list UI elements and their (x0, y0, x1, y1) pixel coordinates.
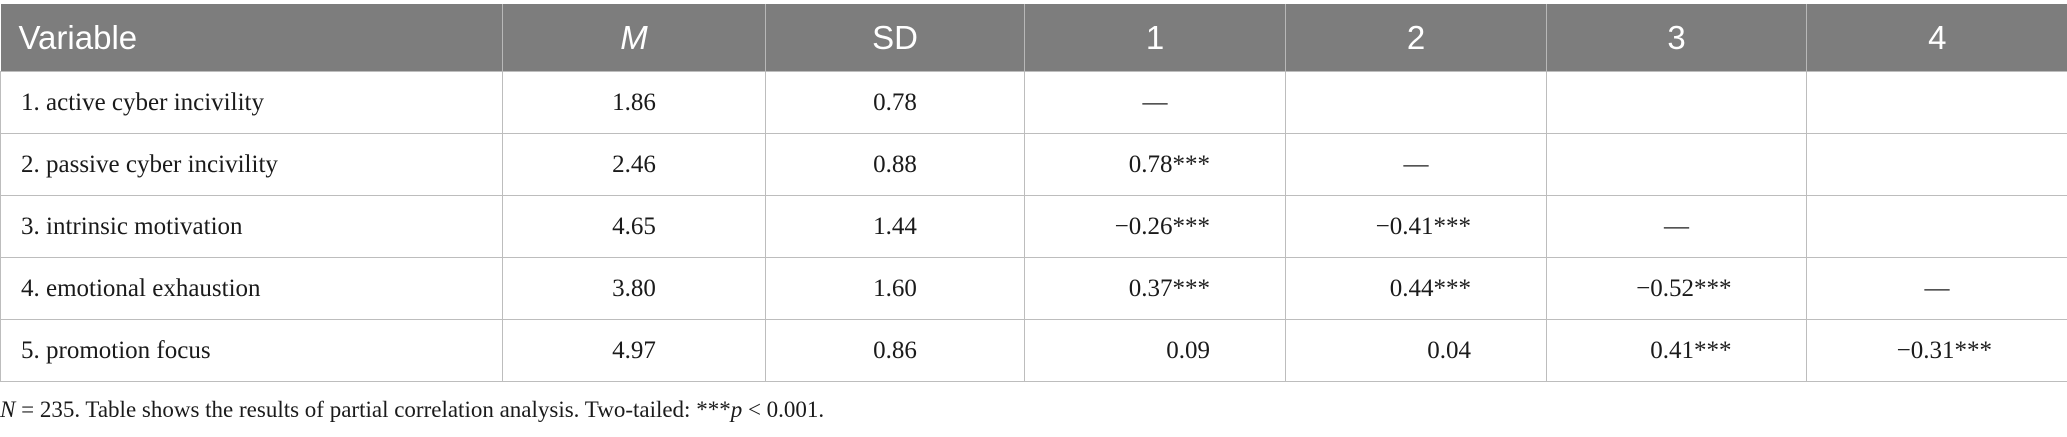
corr-cell-3 (1546, 133, 1807, 196)
corr-value: — (1924, 274, 1950, 302)
corr-cell-2 (1285, 71, 1547, 134)
sd-cell: 1.44 (765, 195, 1025, 258)
corr-value: 0.44*** (1389, 274, 1471, 302)
footnote-p-label: p (730, 397, 743, 422)
mean-cell: 1.86 (502, 71, 766, 134)
corr-cell-2: −0.41*** (1285, 195, 1547, 258)
corr-cell-4 (1806, 71, 2067, 134)
sd-cell: 1.60 (765, 257, 1025, 320)
corr-value: 0.37*** (1128, 274, 1210, 302)
mean-cell: 4.97 (502, 319, 766, 382)
corr-value: −0.31*** (1896, 336, 1992, 364)
footnote-text: = 235. Table shows the results of partia… (15, 397, 731, 422)
corr-cell-1: 0.78*** (1024, 133, 1286, 196)
header-col-2: 2 (1285, 4, 1547, 72)
corr-cell-3: −0.52*** (1546, 257, 1807, 320)
variable-cell: 1. active cyber incivility (0, 71, 503, 134)
corr-value: 0.78*** (1128, 150, 1210, 178)
corr-cell-2: 0.44*** (1285, 257, 1547, 320)
table-footnote: N = 235. Table shows the results of part… (0, 397, 824, 423)
sd-cell: 0.78 (765, 71, 1025, 134)
corr-cell-1: — (1024, 71, 1286, 134)
header-col-4: 4 (1806, 4, 2067, 72)
mean-cell: 4.65 (502, 195, 766, 258)
corr-cell-1: 0.09 (1024, 319, 1286, 382)
correlation-table-container: Variable M SD 1 2 3 4 1. active cyber in… (0, 4, 2067, 382)
sd-cell: 0.86 (765, 319, 1025, 382)
table-row: 3. intrinsic motivation 4.65 1.44 −0.26*… (0, 195, 2067, 258)
corr-cell-4 (1806, 133, 2067, 196)
variable-cell: 2. passive cyber incivility (0, 133, 503, 196)
table-row: 4. emotional exhaustion 3.80 1.60 0.37**… (0, 257, 2067, 320)
corr-value: −0.26*** (1114, 212, 1210, 240)
corr-value: −0.52*** (1636, 274, 1732, 302)
table-row: 1. active cyber incivility 1.86 0.78 — (0, 71, 2067, 134)
variable-cell: 3. intrinsic motivation (0, 195, 503, 258)
corr-cell-4: −0.31*** (1806, 319, 2067, 382)
header-row: Variable M SD 1 2 3 4 (0, 4, 2067, 72)
header-col-1: 1 (1024, 4, 1286, 72)
corr-value: — (1142, 88, 1168, 116)
table-row: 2. passive cyber incivility 2.46 0.88 0.… (0, 133, 2067, 196)
corr-value: — (1664, 212, 1689, 240)
corr-value: — (1403, 150, 1429, 178)
corr-cell-1: −0.26*** (1024, 195, 1286, 258)
corr-cell-2: — (1285, 133, 1547, 196)
table-row: 5. promotion focus 4.97 0.86 0.09 0.04 0… (0, 319, 2067, 382)
corr-cell-3: 0.41*** (1546, 319, 1807, 382)
corr-cell-3: — (1546, 195, 1807, 258)
corr-value: −0.41*** (1375, 212, 1471, 240)
header-mean: M (502, 4, 766, 72)
correlation-table: Variable M SD 1 2 3 4 1. active cyber in… (0, 4, 2067, 382)
header-col-3: 3 (1546, 4, 1807, 72)
sd-cell: 0.88 (765, 133, 1025, 196)
mean-cell: 2.46 (502, 133, 766, 196)
variable-cell: 5. promotion focus (0, 319, 503, 382)
corr-cell-2: 0.04 (1285, 319, 1547, 382)
corr-cell-1: 0.37*** (1024, 257, 1286, 320)
corr-cell-3 (1546, 71, 1807, 134)
mean-cell: 3.80 (502, 257, 766, 320)
corr-cell-4 (1806, 195, 2067, 258)
corr-value: 0.41*** (1650, 336, 1732, 364)
header-sd: SD (765, 4, 1025, 72)
footnote-p-value: < 0.001. (742, 397, 825, 422)
variable-cell: 4. emotional exhaustion (0, 257, 503, 320)
header-variable: Variable (0, 4, 503, 72)
corr-value: 0.09 (1166, 336, 1210, 364)
footnote-n-label: N (0, 397, 16, 422)
corr-cell-4: — (1806, 257, 2067, 320)
corr-value: 0.04 (1427, 336, 1471, 364)
